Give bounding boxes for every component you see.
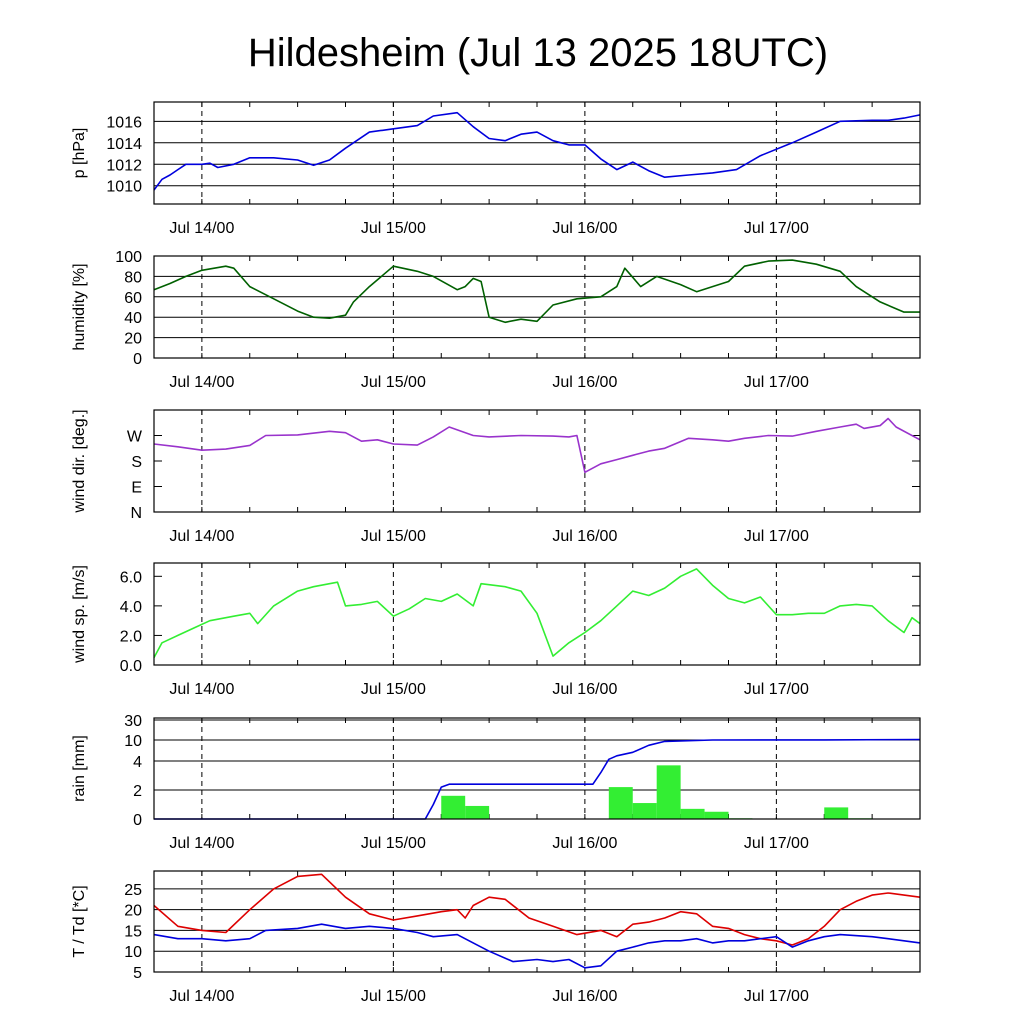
y-tick-label: 25 xyxy=(124,882,142,899)
x-tick-label: Jul 16/00 xyxy=(552,528,617,545)
rain-bar xyxy=(608,787,633,819)
panel-frame xyxy=(153,409,921,513)
y-tick-label: 1010 xyxy=(106,179,142,196)
y-tick-label: 10 xyxy=(124,733,142,750)
y-axis-label: wind sp. [m/s] xyxy=(71,565,88,664)
panel-2: 0 20 40 60 80 100 Jul 14/00 Jul 15/00 Jul 16/00 J… xyxy=(71,249,921,391)
rain-bar xyxy=(441,795,466,819)
x-tick-label: Jul 15/00 xyxy=(361,528,426,545)
y-tick-label: 0 xyxy=(133,812,142,829)
y-axis-label: T / Td [*C] xyxy=(71,885,88,957)
series-line-1 xyxy=(153,873,921,946)
panel-5: 0 2 4 10 30 Jul 14/00 Jul 15/00 Jul 16/00 Jul 17… xyxy=(71,713,921,852)
y-tick-label: 2.0 xyxy=(120,628,142,645)
series-line-2 xyxy=(153,923,921,969)
y-tick-label: 40 xyxy=(124,310,142,327)
x-tick-label: Jul 15/00 xyxy=(361,681,426,698)
y-tick-label: N xyxy=(130,505,142,522)
y-tick-label: 4.0 xyxy=(120,599,142,616)
y-tick-label: 6.0 xyxy=(120,569,142,586)
panel-frame xyxy=(153,101,921,205)
y-tick-label: 100 xyxy=(115,249,142,266)
x-tick-label: Jul 16/00 xyxy=(552,220,617,237)
x-tick-label: Jul 14/00 xyxy=(169,835,234,852)
y-tick-label: 0 xyxy=(133,351,142,368)
y-tick-label: W xyxy=(127,429,143,446)
series-line-1 xyxy=(153,568,921,658)
x-tick-label: Jul 14/00 xyxy=(169,988,234,1005)
series-line-1 xyxy=(153,417,921,474)
rain-bar xyxy=(680,808,705,819)
y-tick-label: 80 xyxy=(124,269,142,286)
x-tick-label: Jul 14/00 xyxy=(169,374,234,391)
y-tick-label: 1012 xyxy=(106,157,142,174)
rain-bar xyxy=(824,807,849,819)
y-tick-label: S xyxy=(131,454,142,471)
y-tick-label: 60 xyxy=(124,290,142,307)
x-tick-label: Jul 17/00 xyxy=(744,374,809,391)
panel-frame xyxy=(153,255,921,359)
y-tick-label: 20 xyxy=(124,903,142,920)
y-tick-label: 20 xyxy=(124,331,142,348)
rain-bar xyxy=(632,803,657,819)
rain-bar xyxy=(704,811,729,819)
y-tick-label: 15 xyxy=(124,923,142,940)
y-axis-label: humidity [%] xyxy=(71,263,88,350)
y-tick-label: 30 xyxy=(124,713,142,730)
panel-1: 1010 1012 1014 1016 Jul 14/00 Jul 15/00 Jul 16… xyxy=(71,101,921,237)
x-tick-label: Jul 14/00 xyxy=(169,220,234,237)
series-line-1 xyxy=(154,738,921,820)
x-tick-label: Jul 15/00 xyxy=(361,220,426,237)
y-tick-label: 0.0 xyxy=(120,658,142,675)
x-tick-label: Jul 17/00 xyxy=(744,528,809,545)
x-tick-label: Jul 17/00 xyxy=(744,835,809,852)
x-tick-label: Jul 14/00 xyxy=(169,681,234,698)
y-tick-label: 4 xyxy=(133,754,142,771)
rain-bar xyxy=(465,805,490,819)
panel-4: 0.0 2.0 4.0 6.0 Jul 14/00 Jul 15/00 Jul 16/00 J… xyxy=(71,562,921,698)
series-line-1 xyxy=(153,111,921,191)
y-tick-label: E xyxy=(131,480,142,497)
x-tick-label: Jul 17/00 xyxy=(744,988,809,1005)
x-tick-label: Jul 16/00 xyxy=(552,681,617,698)
series-line-1 xyxy=(153,259,920,324)
x-tick-label: Jul 15/00 xyxy=(361,835,426,852)
x-tick-label: Jul 15/00 xyxy=(361,988,426,1005)
panel-frame xyxy=(153,562,921,666)
x-tick-label: Jul 16/00 xyxy=(552,374,617,391)
x-tick-label: Jul 16/00 xyxy=(552,835,617,852)
panel-6: 5 10 15 20 25 Jul 14/00 Jul 15/00 Jul 16/00 Jul … xyxy=(71,870,921,1005)
x-tick-label: Jul 17/00 xyxy=(744,681,809,698)
x-tick-label: Jul 17/00 xyxy=(744,220,809,237)
chart-title: Hildesheim (Jul 13 2025 18UTC) xyxy=(248,31,828,75)
panel-frame xyxy=(153,717,921,820)
y-tick-label: 1014 xyxy=(106,136,142,153)
y-tick-label: 1016 xyxy=(106,114,142,131)
y-axis-label: rain [mm] xyxy=(71,735,88,802)
x-tick-label: Jul 15/00 xyxy=(361,374,426,391)
y-axis-label: p [hPa] xyxy=(71,128,88,179)
x-tick-label: Jul 16/00 xyxy=(552,988,617,1005)
x-tick-label: Jul 14/00 xyxy=(169,528,234,545)
y-tick-label: 10 xyxy=(124,944,142,961)
y-axis-label: wind dir. [deg.] xyxy=(71,409,88,513)
panel-frame xyxy=(153,870,921,973)
rain-bar xyxy=(656,765,681,819)
y-tick-label: 5 xyxy=(133,965,142,982)
y-tick-label: 2 xyxy=(133,783,142,800)
